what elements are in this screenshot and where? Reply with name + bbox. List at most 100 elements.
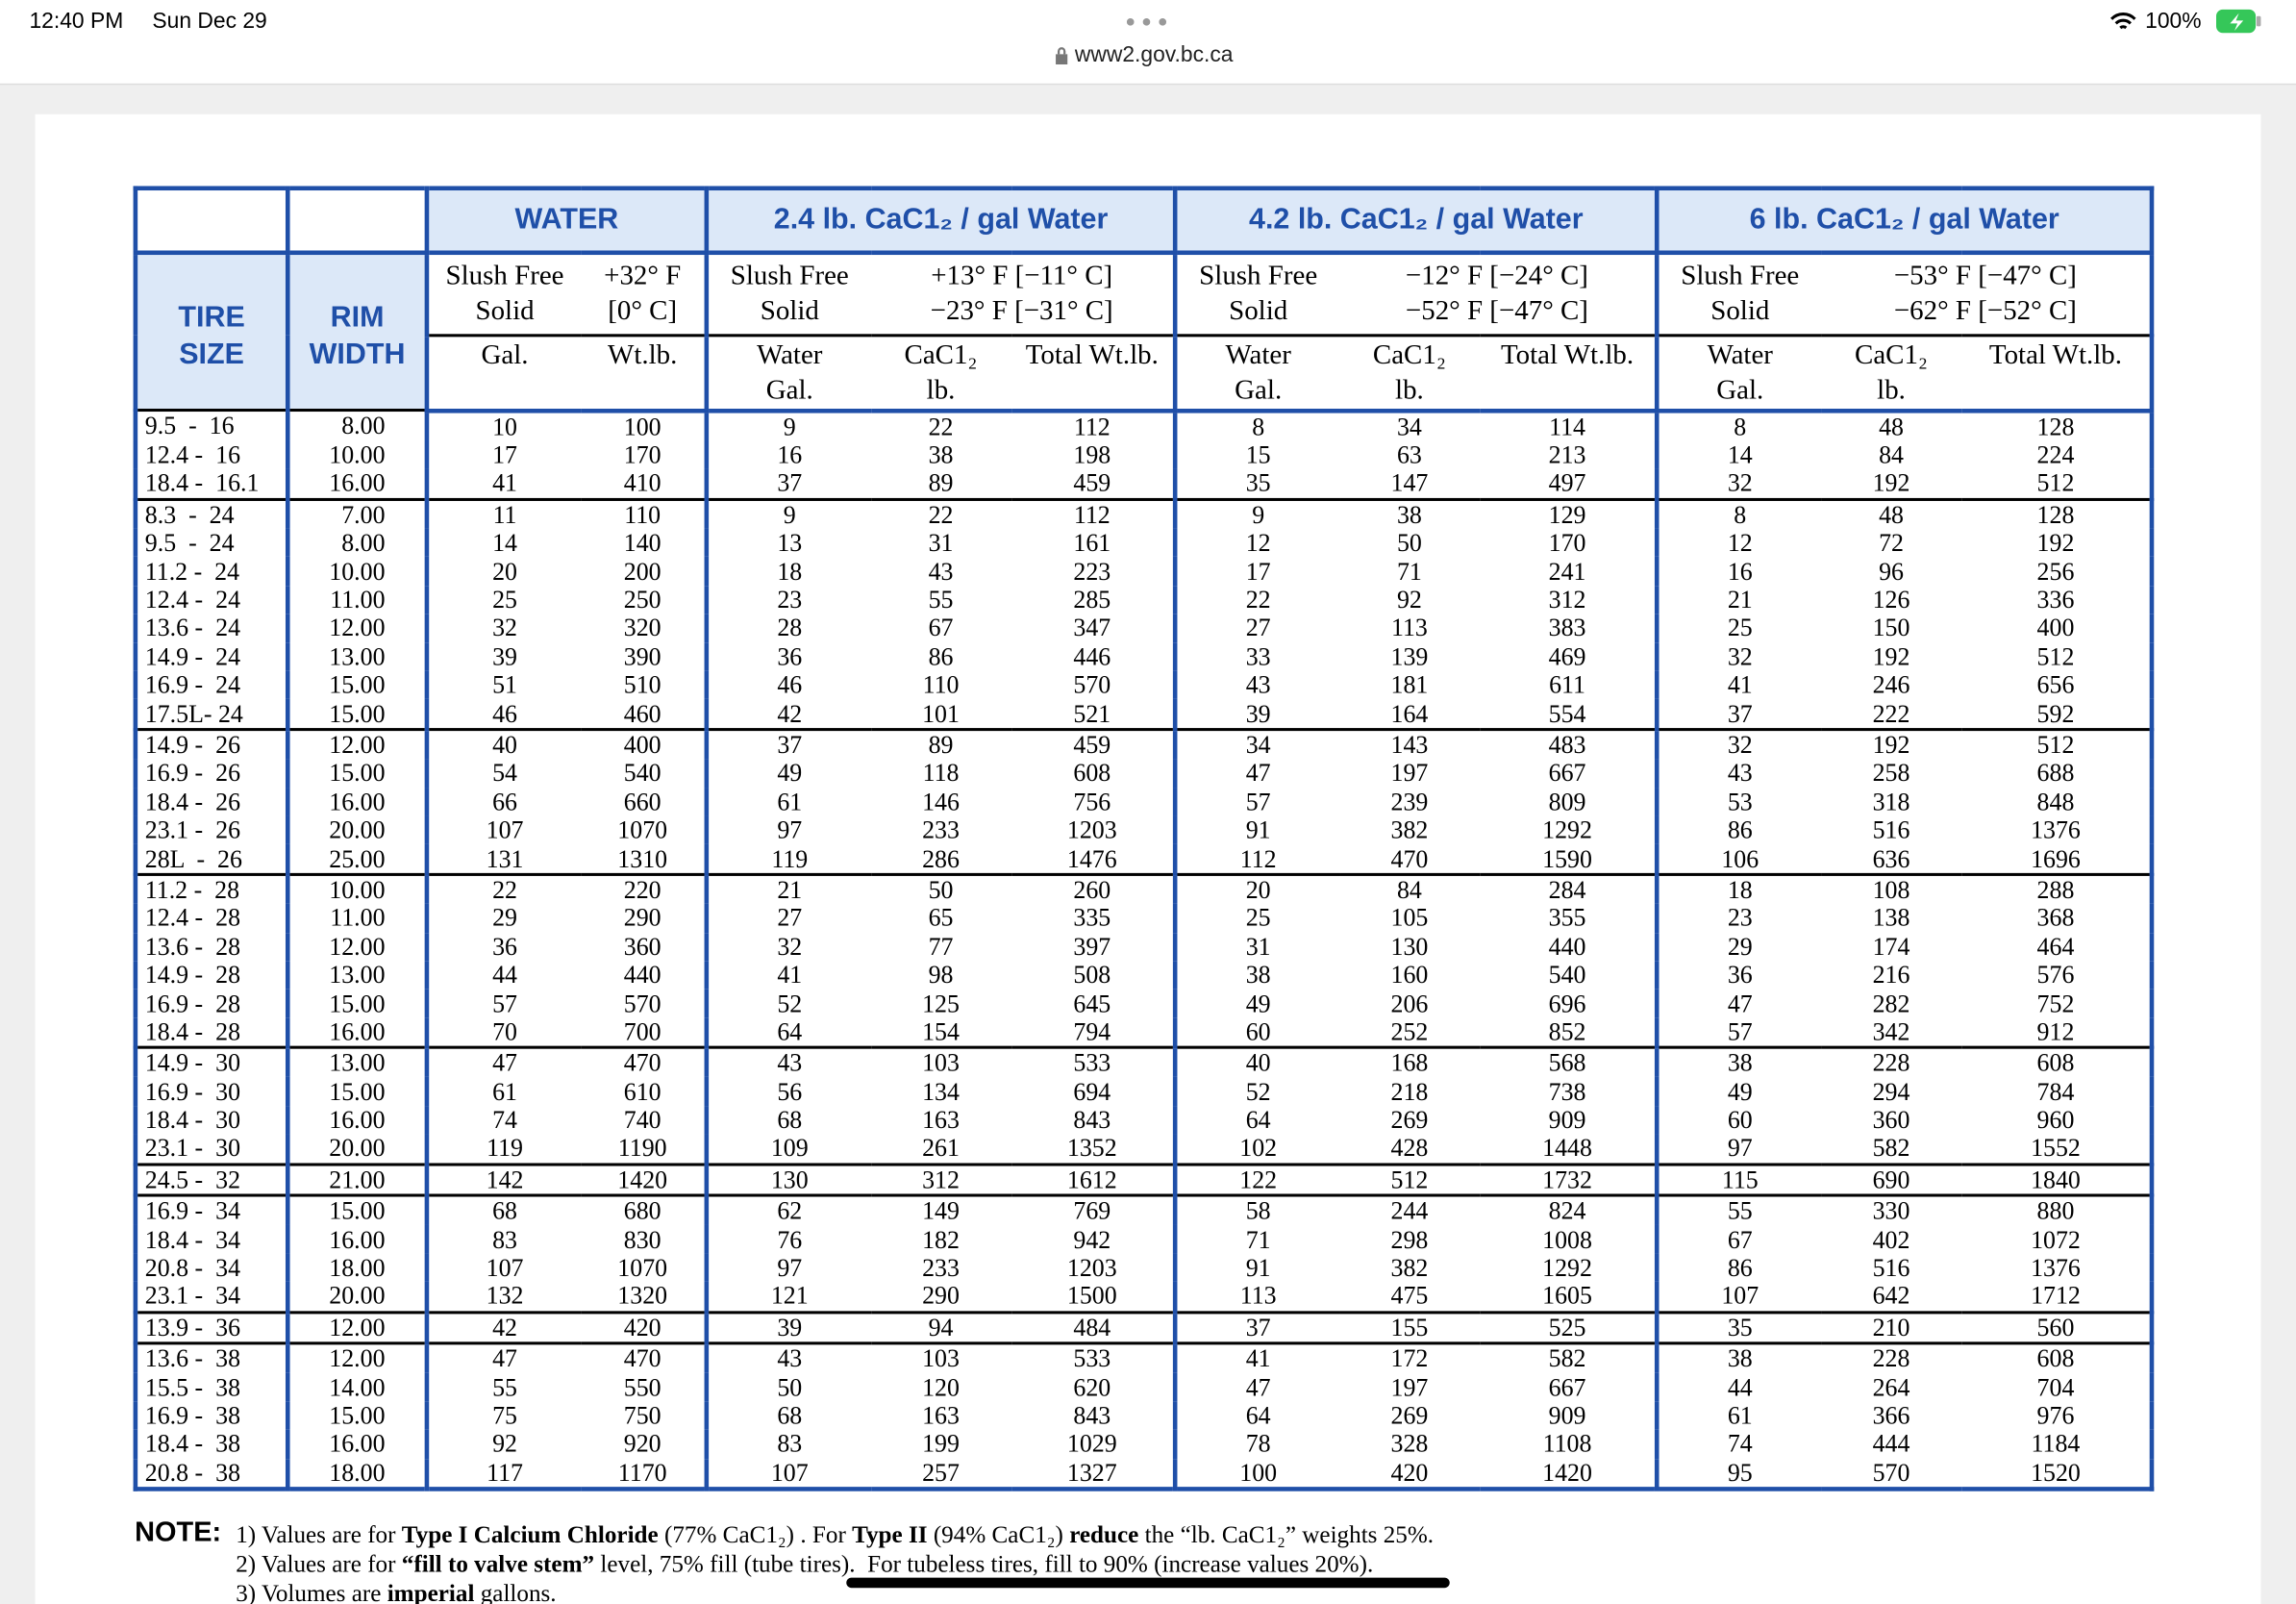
tire-size: 12.4 - 28	[144, 904, 241, 933]
rim-width-header: RIM WIDTH	[285, 252, 427, 411]
table-cell: 94	[870, 1310, 1011, 1343]
table-cell: 360	[623, 932, 661, 961]
table-row: 16.9 - 24 15.00 51 510 46 110 570 43 181 611 41 246…	[136, 670, 2152, 700]
table-cell: 250	[623, 586, 661, 614]
table-cell: 909	[1548, 1401, 1586, 1430]
table-cell: 756	[1073, 788, 1111, 816]
table-cell: 107	[424, 815, 581, 844]
status-bar: 12:40 PM Sun Dec 29 www2.gov.bc.ca 100%	[0, 0, 2296, 86]
table-cell: 36	[1655, 961, 1821, 990]
table-cell: 129	[1480, 497, 1658, 530]
table-cell: 118	[922, 759, 960, 788]
table-cell: 102	[1172, 1134, 1339, 1165]
table-cell: 114	[1480, 409, 1658, 441]
tire-size: 14.9 - 26	[135, 727, 288, 760]
group-title: 2.4 lb. CaC1₂ / gal Water	[704, 188, 1176, 256]
table-cell: 43	[1172, 670, 1339, 700]
table-cell: 608	[1961, 1341, 2153, 1373]
table-cell: 1605	[1542, 1282, 1592, 1311]
table-cell: 68	[424, 1193, 581, 1226]
table-cell: 516	[1872, 1253, 1910, 1282]
note-text: Type I Calcium Chloride	[401, 1520, 659, 1549]
table-cell: 239	[1390, 788, 1429, 816]
table-cell: 12.00	[285, 727, 427, 760]
table-cell: 125	[922, 989, 960, 1017]
table-cell: 18.00	[285, 1253, 427, 1283]
table-cell: 42	[424, 1310, 581, 1343]
table-cell: 84	[1338, 872, 1481, 905]
table-cell: 1420	[580, 1162, 707, 1196]
table-cell: 55	[1655, 1193, 1821, 1226]
table-cell: 521	[1073, 699, 1111, 728]
table-cell: 1008	[1542, 1225, 1592, 1254]
table-cell: 64	[1172, 1105, 1339, 1135]
table-cell: 39	[704, 1310, 871, 1343]
table-cell: 168	[1338, 1045, 1481, 1078]
table-row: 16.9 - 26 15.00 54 540 49 118 608 47 197 667 43 258…	[136, 759, 2152, 788]
table-cell: 12.00	[285, 614, 427, 643]
tire-size: 16.9 - 34	[135, 1193, 288, 1226]
table-cell: 400	[2036, 614, 2075, 642]
table-cell: 336	[2036, 586, 2075, 614]
table-cell: 43	[704, 1045, 871, 1078]
tire-size: 16.9 - 26	[144, 759, 241, 788]
table-cell: 41	[424, 468, 581, 499]
table-cell: 36	[424, 932, 581, 962]
table-cell: 1612	[1011, 1162, 1176, 1196]
table-cell: 260	[1011, 872, 1176, 905]
table-cell: 147	[1390, 469, 1429, 498]
table-cell: 37	[1172, 1310, 1339, 1343]
table-cell: 10.00	[285, 872, 427, 905]
table-cell: 40	[1172, 1045, 1339, 1078]
table-row: 9.5 - 16 8.00 10 100 9 22 112 8 34 114 8 48 128	[135, 409, 2153, 441]
table-cell: 264	[1872, 1373, 1910, 1402]
table-row: 11.2 - 24 10.00 20 200 18 43 223 17 71 241 16 96 256	[136, 557, 2152, 587]
table-cell: 100	[580, 409, 707, 441]
table-cell: 74	[424, 1105, 581, 1135]
table-cell: 89	[928, 469, 954, 498]
table-cell: 112	[1011, 409, 1176, 441]
table-cell: 112	[1172, 843, 1339, 875]
table-cell: 576	[2036, 961, 2075, 990]
table-row: 24.5 - 32 21.00 142 1420 130 312 1612 122 512 173…	[135, 1162, 2153, 1196]
table-cell: 397	[1073, 932, 1111, 961]
table-cell: 172	[1338, 1341, 1481, 1373]
sub-header: Total Wt.lb.	[1480, 335, 1658, 413]
table-cell: 318	[1872, 788, 1910, 816]
table-cell: 794	[1073, 1017, 1111, 1046]
table-cell: 106	[1655, 843, 1821, 875]
table-cell: 29	[1655, 932, 1821, 962]
note-text: Type II	[852, 1520, 928, 1549]
table-cell: 56	[704, 1077, 871, 1106]
table-cell: 12.00	[285, 932, 427, 962]
table-cell: 182	[922, 1225, 960, 1254]
table-cell: 25	[1172, 904, 1339, 933]
table-cell: 97	[704, 1253, 871, 1283]
table-cell: 107	[1655, 1282, 1821, 1313]
tire-size: 14.9 - 24	[144, 642, 241, 671]
table-cell: 138	[1872, 904, 1910, 933]
url[interactable]: www2.gov.bc.ca	[1074, 42, 1234, 68]
table-cell: 91	[1172, 815, 1339, 844]
table-cell: 9	[704, 497, 871, 530]
table-cell: 50	[1396, 529, 1422, 558]
table-cell: 155	[1338, 1310, 1481, 1343]
table-row: 12.4 - 28 11.00 29 290 27 65 335 25 105 355 23 138 3…	[136, 904, 2152, 933]
table-cell: 410	[623, 469, 661, 498]
table-cell: 16	[1655, 557, 1821, 587]
tire-size: 13.6 - 38	[135, 1341, 288, 1373]
table-cell: 192	[1872, 642, 1910, 671]
table-cell: 47	[424, 1341, 581, 1373]
sub-header: Gal.	[424, 335, 581, 413]
row-group: 8.3 - 24 7.00 11 110 9 22 112 9 38 129 8 48 128 9.5 -…	[135, 497, 2153, 730]
table-cell: 17	[1172, 557, 1339, 587]
table-cell: 197	[1390, 759, 1429, 788]
table-cell: 14.00	[285, 1372, 427, 1402]
table-cell: 35	[1655, 1310, 1821, 1343]
table-cell: 41	[1172, 1341, 1339, 1373]
table-row: 18.4 - 28 16.00 70 700 64 154 794 60 252 852 57 342…	[136, 1017, 2152, 1048]
table-cell: 37	[704, 468, 871, 499]
table-cell: 508	[1073, 961, 1111, 990]
table-cell: 570	[1073, 670, 1111, 699]
table-cell: 121	[704, 1282, 871, 1313]
